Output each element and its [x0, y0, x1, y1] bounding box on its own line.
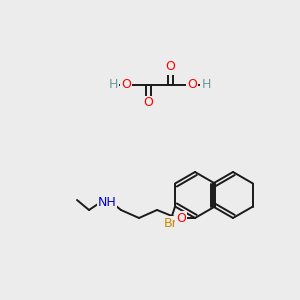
Text: H: H	[108, 79, 118, 92]
Text: NH: NH	[98, 196, 116, 208]
Text: O: O	[165, 61, 175, 74]
Text: O: O	[176, 212, 186, 224]
Text: Br: Br	[164, 217, 178, 230]
Text: O: O	[143, 97, 153, 110]
Text: O: O	[187, 79, 197, 92]
Text: O: O	[121, 79, 131, 92]
Text: H: H	[201, 79, 211, 92]
